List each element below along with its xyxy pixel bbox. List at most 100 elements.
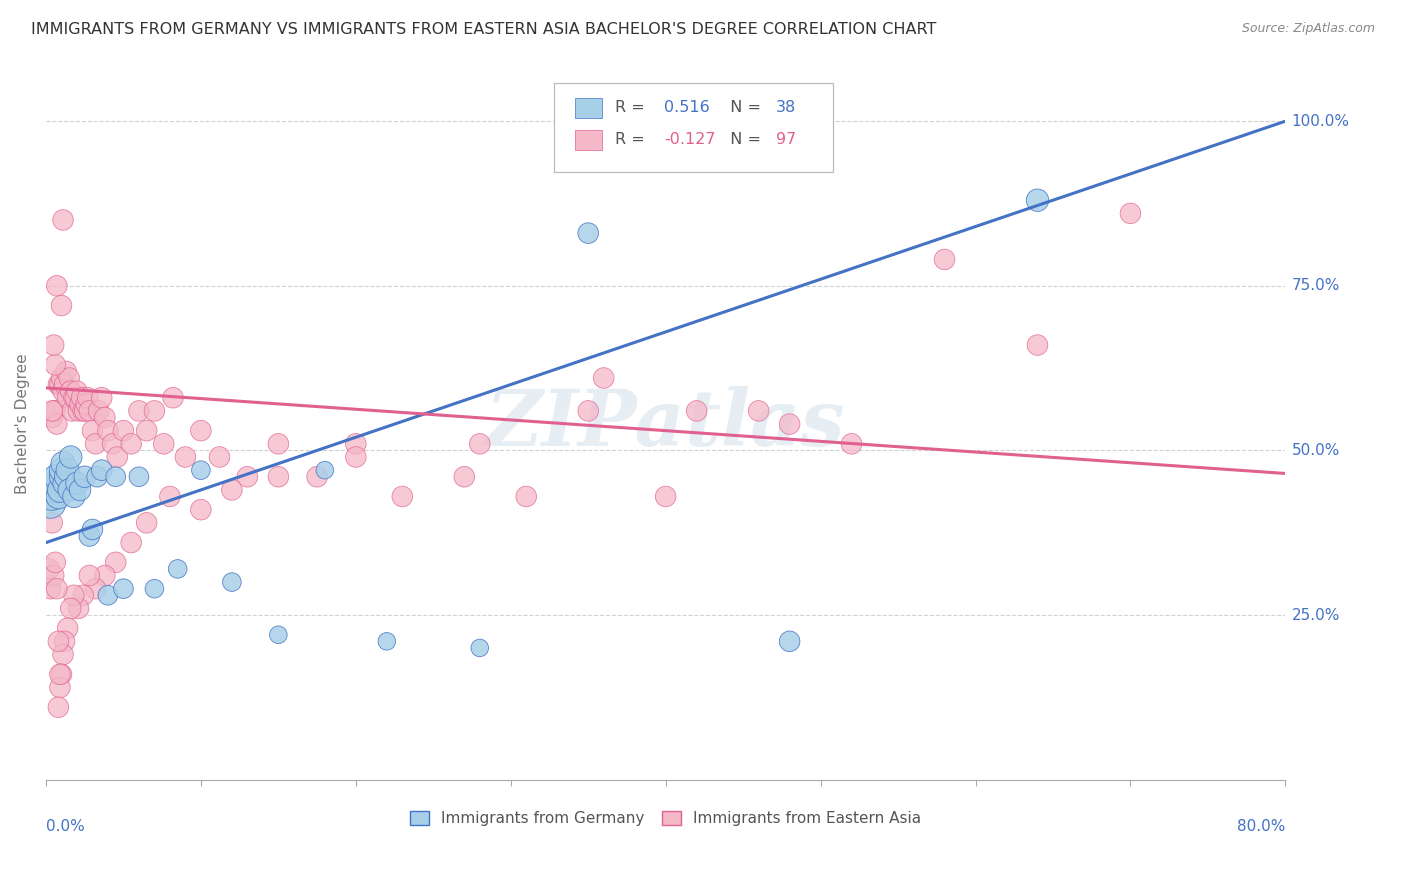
Text: 97: 97 <box>776 132 796 147</box>
Point <box>59 450 82 464</box>
Point <box>592 371 614 385</box>
Point <box>42 338 65 352</box>
Point <box>84 437 107 451</box>
Point <box>45 417 67 431</box>
Point <box>375 634 398 648</box>
Point <box>779 417 801 431</box>
Point <box>67 404 90 418</box>
Point <box>86 469 108 483</box>
Point <box>101 437 124 451</box>
Point <box>104 555 127 569</box>
Point <box>105 450 128 464</box>
FancyBboxPatch shape <box>554 83 832 171</box>
Point <box>468 640 491 655</box>
Point <box>58 483 80 497</box>
Point <box>135 424 157 438</box>
Point <box>58 371 80 385</box>
Point <box>128 469 150 483</box>
Point <box>39 582 62 596</box>
Point <box>73 404 96 418</box>
Point <box>41 516 63 530</box>
Point <box>55 364 77 378</box>
Text: N =: N = <box>720 132 766 147</box>
Point <box>152 437 174 451</box>
Point <box>52 457 75 471</box>
Point <box>120 437 142 451</box>
Text: 100.0%: 100.0% <box>1292 113 1350 128</box>
Point <box>79 404 101 418</box>
Point <box>135 516 157 530</box>
Point <box>49 681 72 695</box>
Point <box>56 391 79 405</box>
Point <box>42 404 65 418</box>
Point <box>654 490 676 504</box>
Text: 50.0%: 50.0% <box>1292 443 1340 458</box>
Point <box>112 582 135 596</box>
Point <box>112 424 135 438</box>
Point <box>63 490 86 504</box>
Point <box>51 463 73 477</box>
Point <box>314 463 336 477</box>
Point <box>576 226 599 240</box>
Point <box>174 450 197 464</box>
Point <box>67 601 90 615</box>
Point <box>190 463 212 477</box>
Point <box>90 391 112 405</box>
Point <box>59 384 82 399</box>
Point <box>73 469 96 483</box>
Text: N =: N = <box>720 100 766 115</box>
Point <box>104 469 127 483</box>
Point <box>120 535 142 549</box>
Point <box>55 469 77 483</box>
Point <box>51 299 73 313</box>
Point <box>51 469 73 483</box>
FancyBboxPatch shape <box>575 129 602 150</box>
Point <box>143 582 166 596</box>
Point <box>49 483 72 497</box>
Point <box>72 588 94 602</box>
Point <box>267 469 290 483</box>
Point <box>39 496 62 510</box>
Point <box>82 523 104 537</box>
Text: 38: 38 <box>776 100 796 115</box>
Point <box>94 410 117 425</box>
Point <box>97 588 120 602</box>
Point <box>66 384 89 399</box>
Point <box>221 483 243 497</box>
Text: ZIPatlas: ZIPatlas <box>486 386 845 462</box>
Point <box>53 634 76 648</box>
Point <box>190 424 212 438</box>
Point <box>344 450 367 464</box>
Point <box>63 588 86 602</box>
Point <box>49 667 72 681</box>
Point <box>208 450 231 464</box>
Point <box>48 700 70 714</box>
Text: -0.127: -0.127 <box>665 132 716 147</box>
Text: 0.516: 0.516 <box>665 100 710 115</box>
Text: 80.0%: 80.0% <box>1237 819 1285 834</box>
Point <box>90 463 112 477</box>
Point <box>52 213 75 227</box>
Point <box>190 502 212 516</box>
Point <box>56 621 79 635</box>
Point <box>934 252 956 267</box>
Point <box>56 463 79 477</box>
Point <box>82 424 104 438</box>
Point <box>66 476 89 491</box>
Point <box>344 437 367 451</box>
Point <box>60 404 83 418</box>
Point <box>307 469 329 483</box>
Point <box>453 469 475 483</box>
Point <box>79 529 101 543</box>
Point <box>748 404 770 418</box>
Point <box>162 391 184 405</box>
Point <box>44 476 66 491</box>
Point <box>69 397 91 411</box>
Point <box>841 437 863 451</box>
Point <box>52 384 75 399</box>
Point <box>221 575 243 590</box>
Point <box>59 601 82 615</box>
Text: IMMIGRANTS FROM GERMANY VS IMMIGRANTS FROM EASTERN ASIA BACHELOR'S DEGREE CORREL: IMMIGRANTS FROM GERMANY VS IMMIGRANTS FR… <box>31 22 936 37</box>
Point <box>143 404 166 418</box>
Point <box>51 371 73 385</box>
